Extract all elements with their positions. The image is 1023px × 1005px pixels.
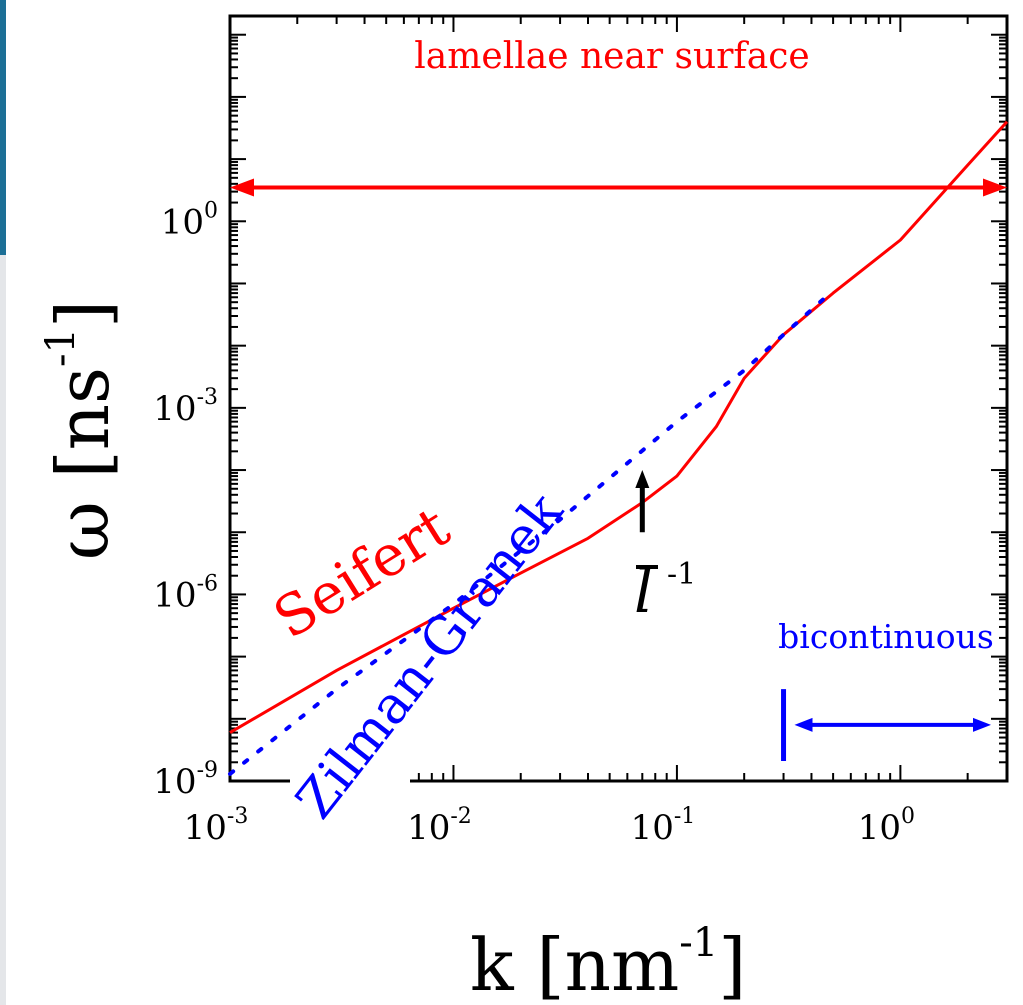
lamellae-arrowhead-right [983,178,1007,197]
x-tick-label: 10-2 [407,804,472,848]
x-tick-label: 10-3 [184,804,249,848]
y-tick-label: 100 [161,198,218,242]
zilman-label-mask [290,772,410,792]
y-tick-label: 10-9 [153,758,218,802]
edge-strip-top [0,0,6,255]
y-tick-label: 10-6 [153,571,218,615]
x-tick-label: 100 [858,804,915,848]
y-axis-label: ω [ns-1] [38,300,125,560]
l-overbar [636,565,658,569]
lamellae-arrowhead-left [230,178,254,197]
l-marker-arrowhead [635,470,650,489]
zilman-granek-series-line [228,297,825,776]
l-inverse-exponent: -1 [667,557,696,592]
bicontinuous-label: bicontinuous [778,617,994,656]
annotation-layer [230,178,1007,761]
seifert-series-line [229,120,1009,734]
y-tick-label: 10-3 [153,385,218,429]
lamellae-near-surface-label: lamellae near surface [414,36,809,77]
bicontinuous-arrowhead-left [794,717,813,732]
edge-strip-bottom [0,255,6,1005]
x-tick-label: 10-1 [631,804,696,848]
l-inverse-label: l [634,557,653,627]
bicontinuous-arrowhead-right [973,717,991,732]
x-axis-label: k [nm-1] [470,920,746,1005]
series-layer [228,120,1009,776]
plot-frame [228,14,1009,783]
